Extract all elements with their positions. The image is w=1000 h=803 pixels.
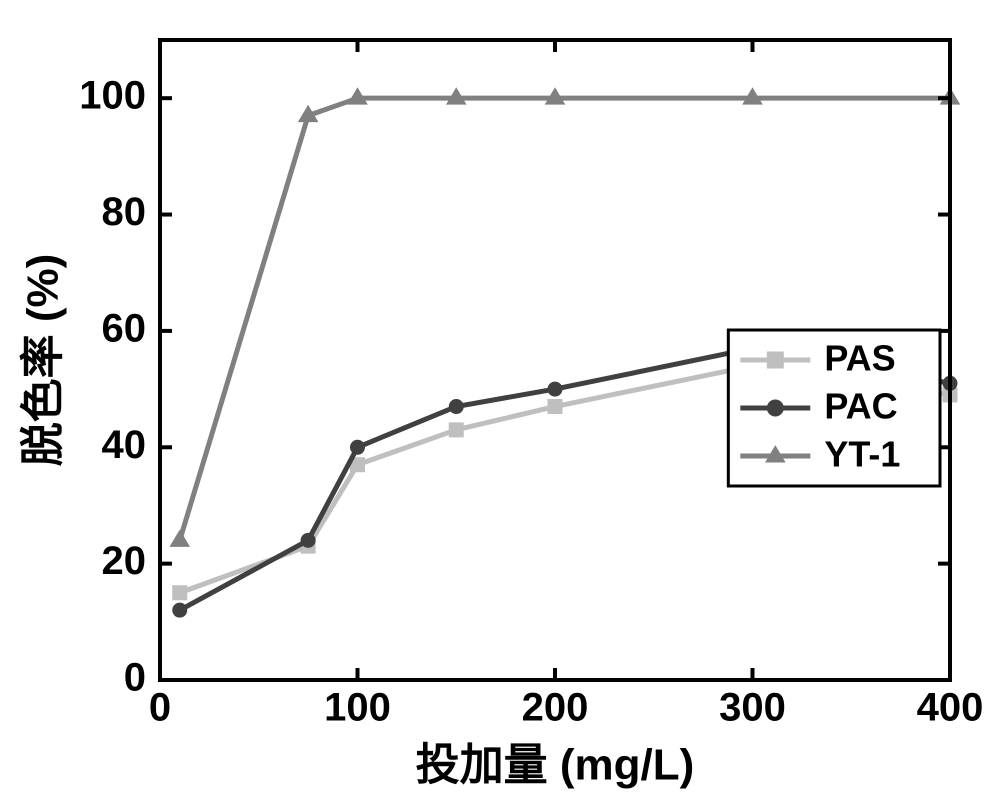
y-tick-label: 100 bbox=[79, 74, 146, 118]
y-tick-label: 80 bbox=[102, 190, 147, 234]
legend-label: YT-1 bbox=[824, 434, 900, 475]
x-tick-label: 0 bbox=[149, 686, 171, 730]
legend-label: PAC bbox=[824, 386, 897, 427]
y-tick-label: 60 bbox=[102, 306, 147, 350]
legend: PAS PAC YT-1 bbox=[728, 330, 940, 486]
y-tick-label: 40 bbox=[102, 423, 147, 467]
x-tick-label: 400 bbox=[917, 686, 984, 730]
line-chart: 0 100 200 300 400 0 20 40 60 80 100 投加量 (mg/L) 脱色率 (… bbox=[0, 0, 1000, 803]
x-tick-label: 300 bbox=[719, 686, 786, 730]
y-axis-label: 脱色率 (%) bbox=[19, 254, 68, 467]
y-tick-label: 0 bbox=[124, 656, 146, 700]
legend-label: PAS bbox=[824, 338, 895, 379]
x-tick-label: 200 bbox=[522, 686, 589, 730]
x-axis-label: 投加量 (mg/L) bbox=[416, 741, 695, 790]
x-tick-label: 100 bbox=[324, 686, 391, 730]
y-tick-label: 20 bbox=[102, 539, 147, 583]
